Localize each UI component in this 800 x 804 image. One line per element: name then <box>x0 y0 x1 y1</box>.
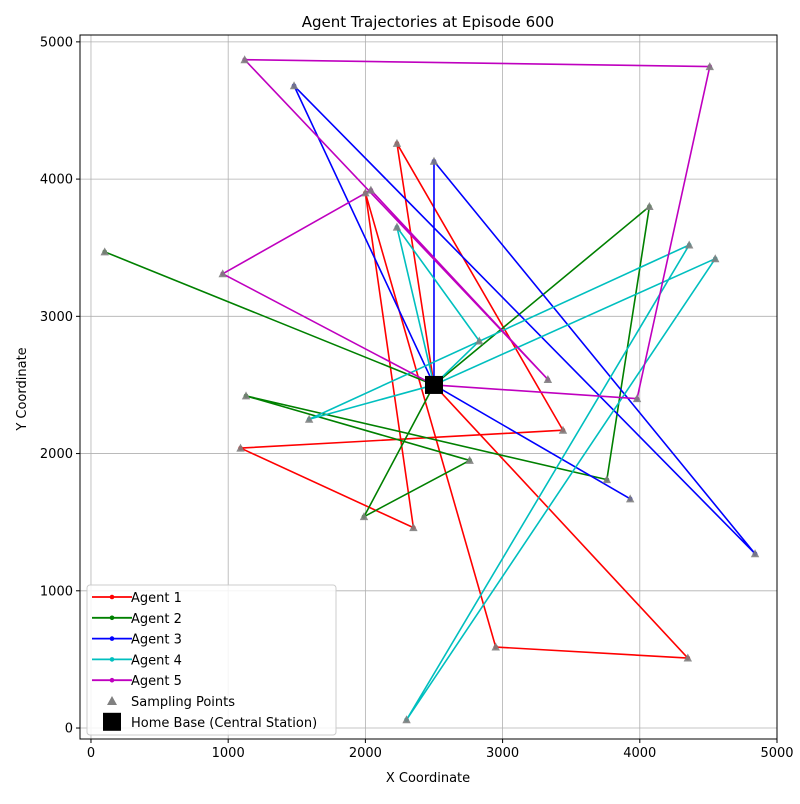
sampling-point <box>625 494 635 503</box>
x-tick-label: 0 <box>87 746 95 761</box>
sampling-point <box>645 202 654 211</box>
sampling-point <box>402 715 411 724</box>
sampling-point <box>361 188 370 197</box>
sampling-point <box>392 138 402 147</box>
y-tick-label: 3000 <box>40 310 73 325</box>
y-tick-label: 5000 <box>40 35 73 50</box>
y-tick-label: 1000 <box>40 584 73 599</box>
sampling-point <box>429 156 439 165</box>
plot-frame <box>79 34 778 740</box>
x-tick-label: 5000 <box>760 746 793 761</box>
sampling-point <box>100 247 109 256</box>
x-tick-label: 3000 <box>486 746 519 761</box>
sampling-point <box>409 523 418 532</box>
x-axis-label: X Coordinate <box>386 771 470 786</box>
sampling-point <box>705 62 714 71</box>
x-tick-label: 1000 <box>212 746 245 761</box>
sampling-point <box>289 81 299 90</box>
legend-swatch-triangle <box>107 696 117 705</box>
sampling-point <box>465 455 474 464</box>
legend-label: Agent 4 <box>131 653 182 668</box>
x-tick-label: 4000 <box>623 746 656 761</box>
sampling-point <box>366 185 376 194</box>
sampling-point <box>218 269 227 278</box>
legend-swatch-point <box>109 636 115 641</box>
legend-label: Agent 3 <box>131 633 182 648</box>
legend-swatch-square <box>103 712 121 731</box>
chart-title: Agent Trajectories at Episode 600 <box>302 13 554 31</box>
legend-swatch-point <box>109 657 115 662</box>
sampling-point <box>236 443 245 452</box>
trajectory-line <box>221 58 711 400</box>
sampling-point <box>475 336 484 345</box>
sampling-point <box>359 512 369 521</box>
sampling-point <box>392 222 402 231</box>
legend-label: Home Base (Central Station) <box>131 716 317 731</box>
sampling-point <box>632 394 642 403</box>
sampling-point <box>491 642 500 651</box>
sampling-point <box>241 391 251 400</box>
markers-layer <box>100 55 760 724</box>
sampling-point <box>543 374 553 383</box>
y-axis-label: Y Coordinate <box>15 347 30 431</box>
legend-label: Sampling Points <box>131 695 235 710</box>
legend-label: Agent 2 <box>131 612 182 627</box>
sampling-point <box>304 414 314 423</box>
sampling-point <box>558 425 568 434</box>
x-tick-label: 2000 <box>349 746 382 761</box>
legend-box <box>86 584 337 736</box>
sampling-point <box>711 254 720 263</box>
sampling-point <box>683 653 693 662</box>
legend-swatch-point <box>109 677 115 683</box>
legend-label: Agent 1 <box>131 591 182 606</box>
sampling-point <box>602 475 612 484</box>
legend-label: Agent 5 <box>131 674 182 689</box>
sampling-point <box>240 55 249 64</box>
ticks-layer: 0 1000 2000 3000 4000 5000 0 1000 2000 3000 4000 50… <box>40 35 794 761</box>
legend-swatch-point <box>109 615 115 621</box>
home-base-marker <box>424 375 443 394</box>
y-tick-label: 0 <box>65 722 73 737</box>
sampling-point <box>684 240 694 249</box>
y-tick-label: 4000 <box>40 173 73 188</box>
sampling-point <box>750 549 760 558</box>
y-tick-label: 2000 <box>40 447 73 462</box>
legend-swatch-point <box>109 594 115 600</box>
legend: Agent 1 Agent 2 Agent 3 Agent 4 Agent 5 Sampl… <box>86 584 337 736</box>
